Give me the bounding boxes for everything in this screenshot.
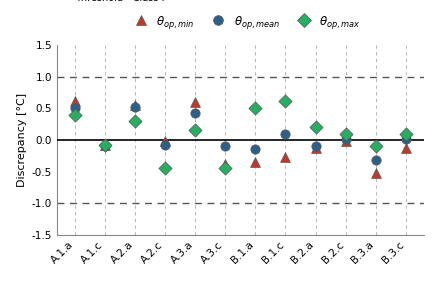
Point <box>71 112 78 117</box>
Point <box>101 144 108 149</box>
Point <box>132 105 139 110</box>
Point <box>342 139 349 144</box>
Point <box>312 144 319 149</box>
Point <box>372 158 379 163</box>
Point <box>132 103 139 108</box>
Y-axis label: Discrepancy [°C]: Discrepancy [°C] <box>17 93 28 187</box>
Point <box>252 106 259 111</box>
Point <box>101 143 108 147</box>
Point <box>222 166 229 171</box>
Point <box>282 131 289 136</box>
Point <box>162 139 169 144</box>
Point <box>342 131 349 136</box>
Point <box>222 144 229 149</box>
Point <box>372 144 379 149</box>
Point <box>402 145 409 150</box>
Point <box>342 136 349 141</box>
Point <box>252 160 259 164</box>
Legend: $\theta_{op,min}$, $\theta_{op,mean}$, $\theta_{op,max}$: $\theta_{op,min}$, $\theta_{op,mean}$, $… <box>124 9 365 35</box>
Point <box>162 143 169 147</box>
Point <box>282 155 289 160</box>
Point <box>402 131 409 136</box>
Point <box>132 119 139 123</box>
Point <box>192 127 199 132</box>
Point <box>252 147 259 152</box>
Point <box>71 98 78 103</box>
Point <box>282 98 289 103</box>
Point <box>372 170 379 175</box>
Point <box>192 110 199 115</box>
Point <box>162 166 169 171</box>
Point <box>312 125 319 130</box>
Point <box>222 162 229 166</box>
Point <box>312 145 319 150</box>
Point <box>71 106 78 111</box>
Point <box>101 143 108 147</box>
Text: Threshold - Class I: Threshold - Class I <box>76 0 165 3</box>
Point <box>192 100 199 104</box>
Point <box>402 136 409 141</box>
